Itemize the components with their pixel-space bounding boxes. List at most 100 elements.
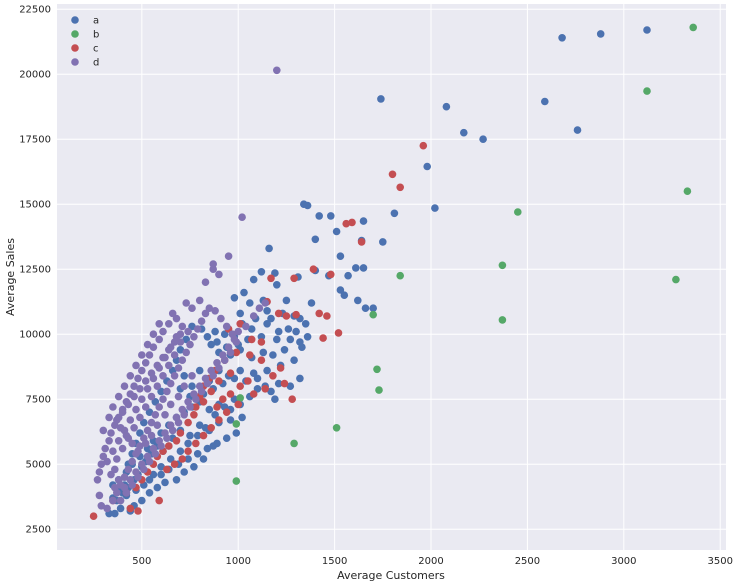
data-point	[327, 270, 335, 279]
data-point	[170, 338, 179, 346]
data-point	[311, 235, 320, 244]
data-point	[182, 299, 190, 307]
data-point	[145, 351, 154, 359]
data-point	[114, 476, 123, 484]
data-point	[155, 335, 163, 344]
x-axis-label: Average Customers	[337, 569, 445, 582]
y-tick-label: 20000	[19, 70, 51, 81]
data-point	[163, 465, 171, 474]
data-point	[265, 244, 273, 253]
data-point	[263, 307, 271, 315]
x-axis-ticks: 500 1000 1500 2000 2500 3000 3500	[132, 556, 733, 567]
data-point	[122, 431, 131, 440]
data-point	[184, 398, 192, 406]
data-point	[683, 187, 692, 195]
legend-marker-c	[71, 44, 79, 52]
data-point	[238, 213, 246, 221]
data-point	[153, 421, 162, 430]
data-point	[236, 366, 244, 375]
data-point	[178, 322, 187, 331]
data-point	[155, 403, 163, 411]
data-point	[253, 385, 262, 393]
data-point	[274, 379, 283, 388]
data-point	[211, 327, 219, 336]
data-point	[282, 296, 291, 305]
data-point	[332, 227, 341, 236]
data-point	[238, 413, 246, 422]
data-point	[201, 374, 210, 383]
plot-background	[57, 4, 726, 550]
data-point	[165, 361, 173, 370]
data-point	[203, 333, 212, 341]
series-b	[232, 23, 697, 485]
data-point	[176, 429, 185, 437]
data-point	[109, 496, 117, 505]
data-point	[643, 87, 651, 95]
data-point	[288, 395, 297, 404]
data-point	[166, 400, 175, 409]
data-point	[195, 421, 204, 430]
y-tick-label: 10000	[19, 330, 51, 341]
data-point	[180, 382, 188, 391]
data-point	[213, 439, 221, 448]
legend-label-a: a	[93, 16, 99, 27]
data-point	[263, 366, 271, 375]
data-point	[153, 382, 162, 391]
y-axis-label: Average Sales	[4, 238, 17, 316]
data-point	[147, 418, 156, 427]
data-point	[99, 452, 108, 461]
data-point	[257, 333, 266, 341]
data-point	[95, 468, 104, 476]
data-point	[222, 322, 231, 331]
data-point	[327, 212, 335, 220]
data-point	[498, 261, 507, 270]
data-point	[141, 359, 150, 367]
data-point	[280, 346, 289, 354]
data-point	[219, 351, 227, 359]
data-point	[159, 372, 167, 380]
data-point	[315, 309, 324, 318]
data-point	[99, 426, 108, 435]
data-point	[282, 312, 291, 320]
data-point	[357, 238, 366, 246]
data-point	[124, 400, 133, 409]
data-point	[149, 330, 158, 339]
data-point	[138, 496, 146, 505]
data-point	[215, 377, 223, 385]
data-point	[236, 394, 244, 402]
data-point	[157, 463, 165, 471]
data-point	[234, 400, 242, 409]
data-point	[114, 437, 123, 445]
data-point	[211, 307, 219, 315]
data-point	[249, 275, 258, 284]
data-point	[182, 348, 190, 357]
data-point	[284, 325, 293, 333]
data-point	[195, 366, 204, 375]
data-point	[103, 504, 111, 513]
data-point	[257, 268, 266, 276]
data-point	[193, 431, 202, 440]
data-point	[180, 468, 188, 476]
data-point	[141, 439, 150, 448]
data-point	[246, 351, 254, 359]
legend-label-b: b	[93, 30, 99, 41]
y-tick-label: 15000	[19, 200, 51, 211]
legend-marker-a	[71, 16, 79, 24]
data-point	[172, 437, 181, 445]
data-point	[188, 382, 196, 391]
data-point	[172, 314, 181, 323]
data-point	[596, 30, 605, 38]
data-point	[149, 444, 158, 453]
data-point	[498, 316, 507, 324]
data-point	[184, 455, 192, 463]
data-point	[132, 468, 140, 476]
data-point	[186, 340, 194, 349]
data-point	[234, 327, 242, 336]
data-point	[336, 252, 345, 260]
data-point	[118, 408, 127, 417]
data-point	[348, 218, 356, 227]
data-point	[213, 403, 221, 411]
data-point	[161, 478, 169, 487]
data-point	[126, 476, 135, 484]
